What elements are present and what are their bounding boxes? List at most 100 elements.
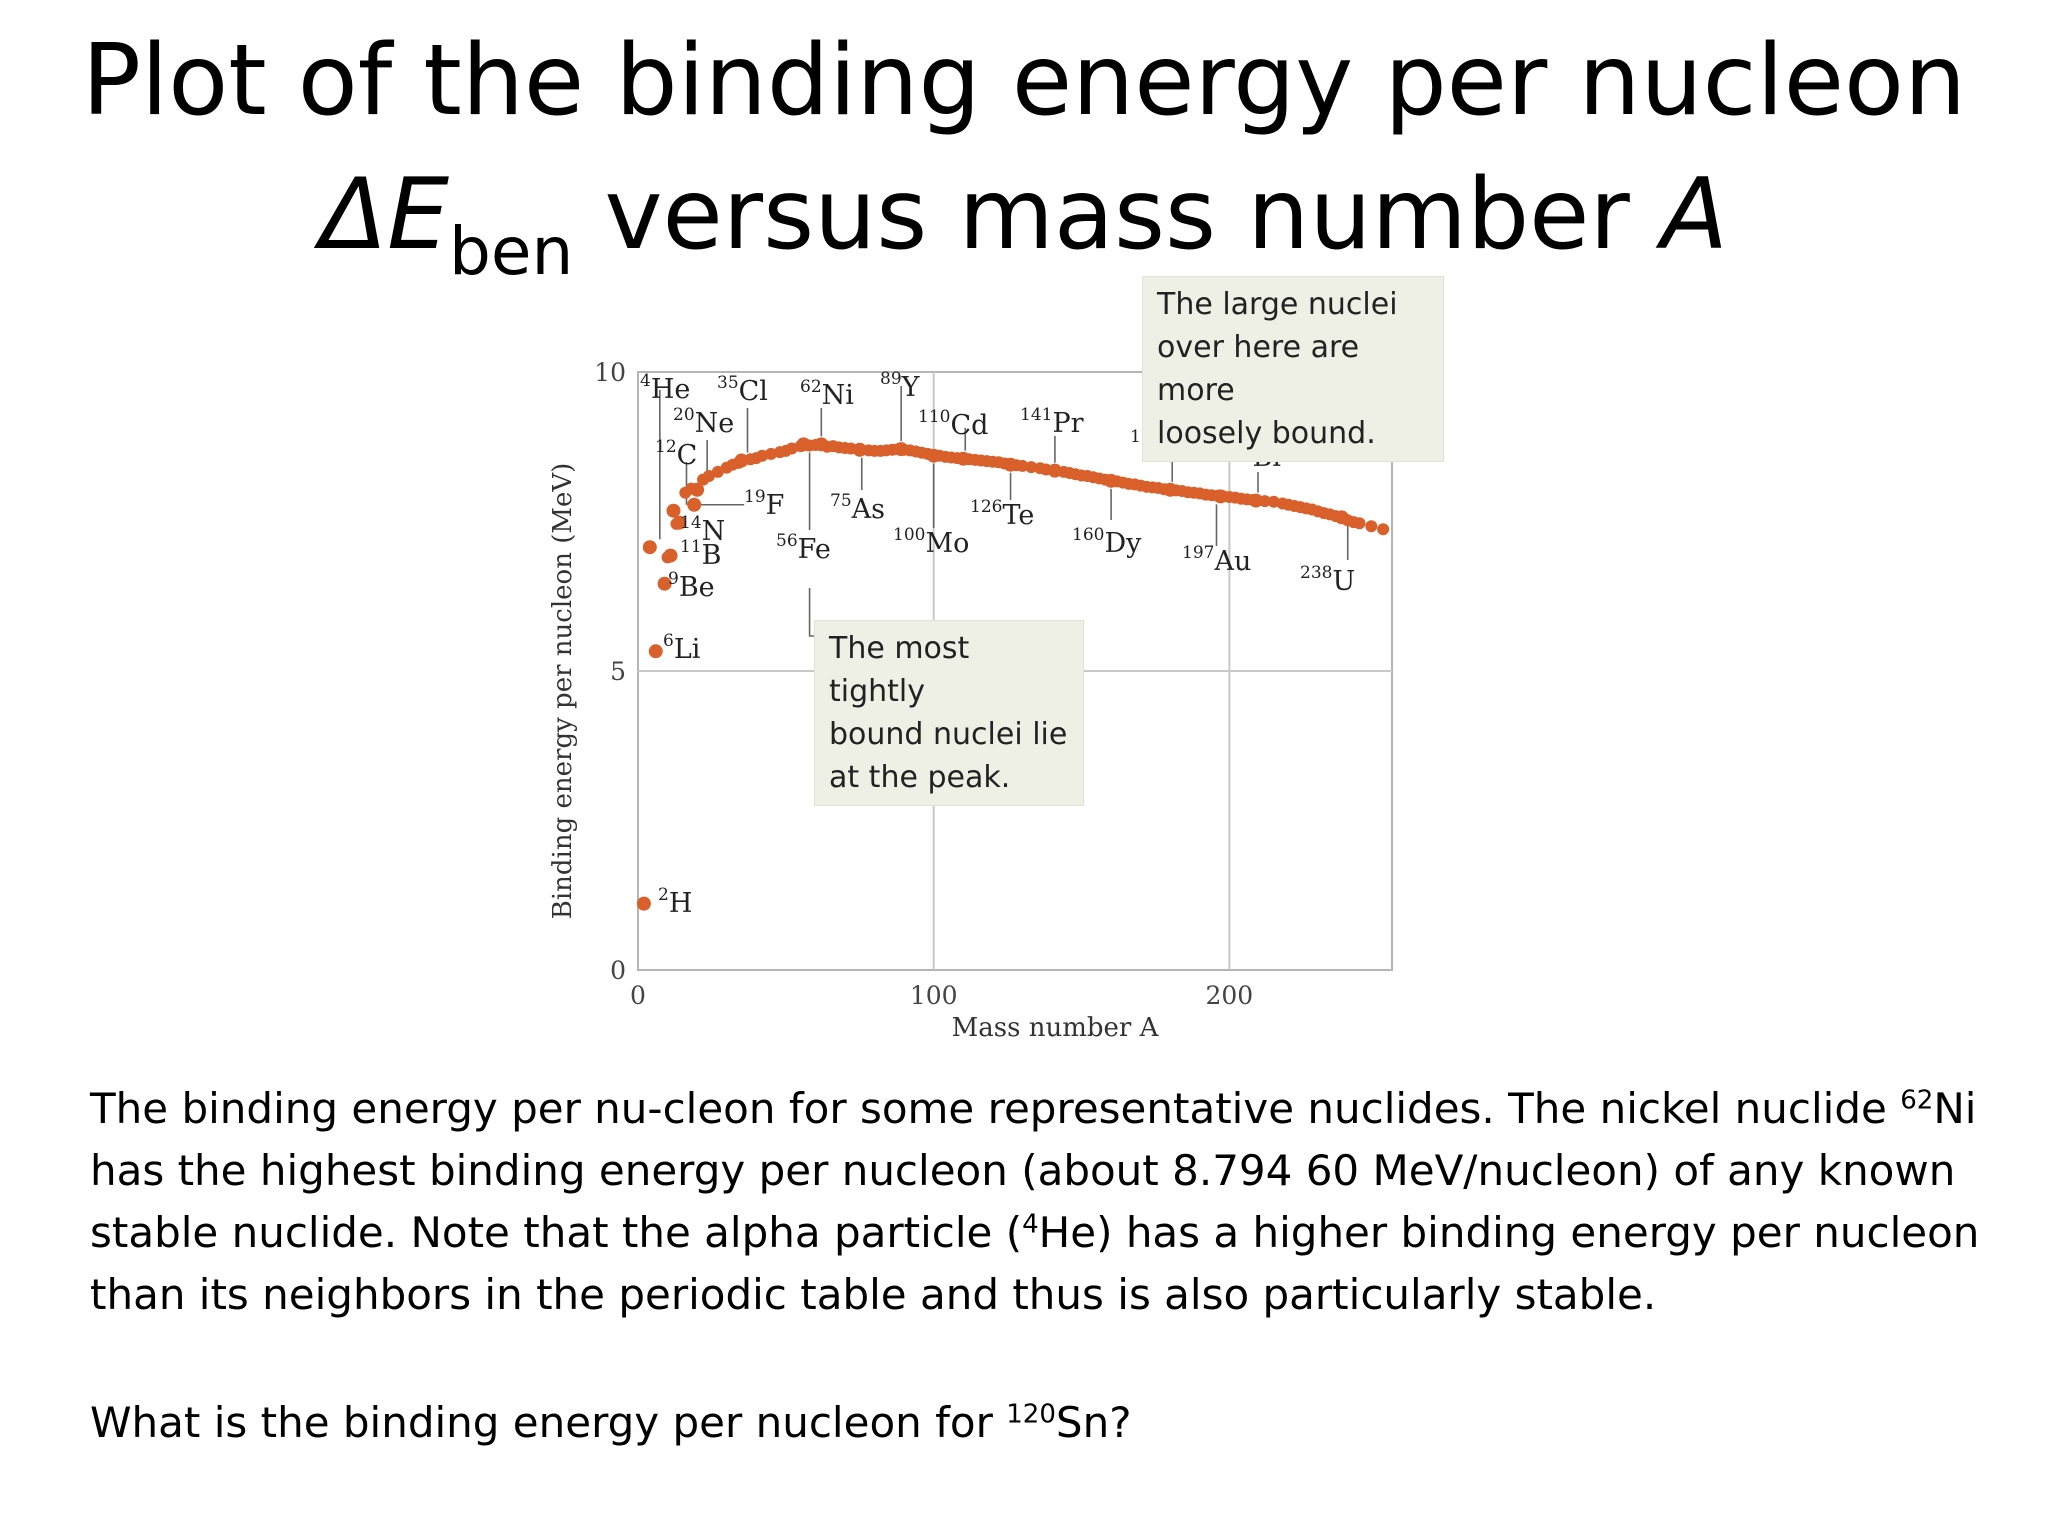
data-point (1377, 523, 1390, 536)
binding-energy-chart: 0 100 200 0 5 10 Mass number A Binding energy p… (548, 276, 1444, 1043)
nuclide-label-te: 126Te (970, 497, 1034, 531)
nuclide-symbol-te: Te (1002, 500, 1034, 531)
caption-he-symbol: He (1038, 1208, 1097, 1257)
nuclide-mass-cl: 35 (717, 373, 739, 393)
nuclide-label-as: 75As (830, 491, 885, 525)
nuclide-point (666, 503, 681, 518)
y-tick-label: 10 (594, 358, 626, 387)
nuclide-point (852, 442, 867, 457)
nuclide-point (687, 497, 702, 512)
figure-caption: The binding energy per nu-cleon for some… (90, 1078, 1990, 1326)
nuclide-point (956, 451, 971, 466)
nuclide-point (734, 453, 749, 468)
question-end: ? (1109, 1398, 1132, 1447)
x-tick-label: 100 (910, 981, 958, 1010)
nuclide-point (690, 482, 705, 497)
nuclide-label-h: 2H (658, 885, 692, 919)
question-body: What is the binding energy per nucleon f… (90, 1398, 1007, 1447)
nuclide-symbol-u: U (1332, 566, 1355, 597)
data-point (1353, 517, 1366, 530)
nuclide-symbol-c: C (677, 440, 698, 471)
title-line-1: Plot of the binding energy per nucleon (81, 24, 1967, 138)
nuclide-symbol-au: Au (1213, 546, 1251, 577)
nuclide-point (648, 644, 663, 659)
title-symbol: ΔE (320, 158, 450, 272)
nuclide-symbol-fe: Fe (798, 534, 831, 565)
nuclide-symbol-f: F (766, 490, 785, 521)
nuclide-mass-ne: 20 (673, 405, 695, 425)
slide-title: Plot of the binding energy per nucleon Δ… (0, 14, 2048, 293)
y-tick-label: 5 (610, 657, 626, 686)
callout-peak: The most tightly bound nuclei lie at the… (814, 620, 1084, 806)
title-symbol-subscript: ben (449, 213, 574, 290)
nuclide-symbol-as: As (851, 494, 885, 525)
nuclide-label-ne: 20Ne (673, 405, 734, 439)
nuclide-symbol-be: Be (679, 572, 715, 603)
nuclide-label-dy: 160Dy (1072, 525, 1142, 559)
caption-ni-mass: 62 (1900, 1085, 1934, 1116)
nuclide-mass-n: 14 (680, 513, 702, 533)
nuclide-point (796, 437, 811, 452)
data-point (1025, 461, 1038, 474)
nuclide-symbol-ne: Ne (695, 408, 735, 439)
nuclide-symbol-cl: Cl (739, 376, 768, 407)
nuclide-symbol-li: Li (674, 634, 701, 665)
nuclide-symbol-mo: Mo (925, 528, 969, 559)
nuclide-label-mo: 100Mo (893, 525, 969, 559)
title-variable: A (1660, 158, 1728, 272)
nuclide-symbol-dy: Dy (1104, 528, 1142, 559)
nuclide-label-ni: 62Ni (800, 377, 854, 411)
nuclide-mass-f: 19 (744, 487, 766, 507)
nuclide-mass-au: 197 (1182, 543, 1214, 563)
question-mass: 120 (1006, 1399, 1056, 1430)
caption-he-mass: 4 (1022, 1209, 1039, 1240)
x-tick-label: 0 (630, 981, 646, 1010)
nuclide-label-c: 12C (655, 437, 697, 471)
nuclide-mass-li: 6 (663, 631, 674, 651)
nuclide-label-n: 14N (680, 513, 725, 547)
caption-text-1: The binding energy per nu-cleon for some… (90, 1084, 1901, 1133)
nuclide-point (663, 548, 678, 563)
nuclide-mass-be: 9 (668, 569, 679, 589)
caption-ni-symbol: Ni (1933, 1084, 1977, 1133)
y-axis-label: Binding energy per nucleon (MeV) (548, 463, 578, 920)
title-line-2-text: versus mass number (573, 158, 1661, 272)
nuclide-point (1047, 463, 1062, 478)
question-text: What is the binding energy per nucleon f… (90, 1392, 1990, 1454)
nuclide-label-y: 89Y (880, 369, 921, 403)
nuclide-mass-pr: 141 (1020, 405, 1052, 425)
nuclide-point (1003, 457, 1018, 472)
question-symbol: Sn (1055, 1398, 1110, 1447)
nuclide-label-he: 4He (640, 371, 690, 405)
chart-canvas: 0 100 200 0 5 10 Mass number A Binding energy p… (548, 358, 1393, 1043)
x-tick-label: 200 (1206, 981, 1254, 1010)
nuclide-label-li: 6Li (663, 631, 701, 665)
nuclide-label-fe: 56Fe (776, 531, 831, 565)
caption-text-3: ) has a higher binding energy per nucleo… (90, 1208, 1980, 1319)
nuclide-label-b: 11B (680, 537, 721, 571)
nuclide-mass-c: 12 (655, 437, 677, 457)
nuclide-mass-y: 89 (880, 369, 902, 389)
nuclide-symbol-ni: Ni (822, 380, 855, 411)
nuclide-point (642, 540, 657, 555)
nuclide-mass-cd: 110 (918, 407, 950, 427)
nuclide-mass-te: 126 (970, 497, 1002, 517)
nuclide-point (894, 442, 909, 457)
nuclide-symbol-n: N (702, 516, 726, 547)
nuclide-label-u: 238U (1300, 563, 1355, 597)
caption-text-2: has the highest binding energy per nucle… (90, 1146, 1956, 1257)
nuclide-mass-fe: 56 (776, 531, 798, 551)
nuclide-symbol-cd: Cd (950, 410, 988, 441)
nuclide-symbol-b: B (702, 540, 722, 571)
nuclide-symbol-y: Y (901, 372, 921, 403)
nuclide-point (657, 576, 672, 591)
nuclide-point (672, 515, 687, 530)
nuclide-mass-mo: 100 (893, 525, 925, 545)
nuclide-point (926, 448, 941, 463)
nuclide-label-pr: 141Pr (1020, 405, 1084, 439)
nuclide-point (814, 437, 829, 452)
data-point (1365, 520, 1378, 533)
nuclide-label-au: 197Au (1182, 543, 1251, 577)
nuclide-point (1248, 493, 1263, 508)
nuclide-mass-dy: 160 (1072, 525, 1104, 545)
